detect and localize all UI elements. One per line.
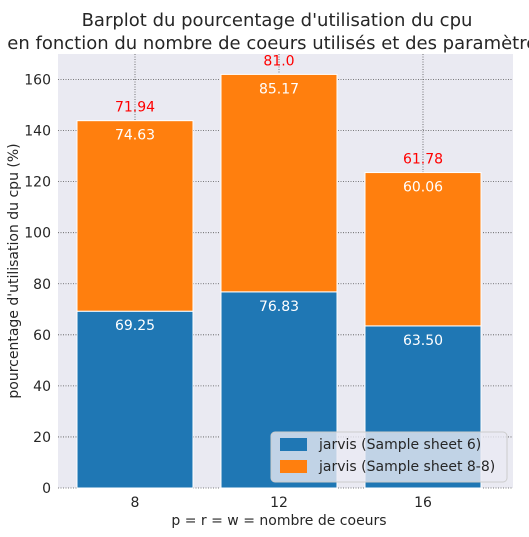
- bar-value-label-series-1-16: 63.50: [403, 333, 443, 349]
- chart-title-line-2: en fonction du nombre de coeurs utilisés…: [7, 33, 529, 54]
- x-tick-label-8: 8: [131, 495, 140, 511]
- bar-series-2-8: [76, 120, 194, 312]
- legend-box: [270, 431, 508, 483]
- y-tick-label-1: 20: [33, 430, 51, 446]
- legend-swatch-series-1: [280, 438, 307, 451]
- y-tick-label-5: 100: [24, 226, 51, 242]
- bar-series-2-12: [220, 73, 338, 293]
- top-annotation-8: 71.94: [115, 100, 155, 116]
- top-annotation-16: 61.78: [403, 152, 443, 168]
- bar-value-label-series-2-12: 85.17: [259, 81, 299, 97]
- x-tick-label-12: 12: [270, 495, 288, 511]
- y-tick-labels: 0 20 40 60 80 100 120 140 160: [24, 73, 51, 497]
- legend: jarvis (Sample sheet 6) jarvis (Sample s…: [270, 431, 508, 483]
- y-tick-label-3: 60: [33, 328, 51, 344]
- bar-labels-layer: 69.25 74.63 71.94 76.83 85.17 81.0 63.50 60.06 6…: [115, 53, 443, 348]
- x-axis-label: p = r = w = nombre de coeurs: [171, 513, 386, 529]
- bar-series-1-8: [76, 310, 194, 489]
- bar-value-label-series-1-8: 69.25: [115, 318, 155, 334]
- y-tick-label-0: 0: [42, 481, 51, 497]
- y-tick-label-2: 40: [33, 379, 51, 395]
- y-tick-label-4: 80: [33, 277, 51, 293]
- bar-series-2-16: [364, 172, 482, 327]
- legend-label-series-2: jarvis (Sample sheet 8-8): [318, 459, 495, 475]
- y-tick-label-8: 160: [24, 73, 51, 89]
- top-annotation-12: 81.0: [263, 53, 294, 69]
- y-tick-label-6: 120: [24, 175, 51, 191]
- legend-swatch-series-2: [280, 460, 307, 473]
- bar-value-label-series-2-8: 74.63: [115, 128, 155, 144]
- bar-value-label-series-1-12: 76.83: [259, 299, 299, 315]
- y-axis-label: pourcentage d'utilisation du cpu (%): [6, 143, 22, 398]
- bar-value-label-series-2-16: 60.06: [403, 180, 443, 196]
- y-tick-label-7: 140: [24, 124, 51, 140]
- x-tick-label-16: 16: [414, 495, 432, 511]
- x-tick-labels: 8 12 16: [131, 495, 432, 511]
- legend-label-series-1: jarvis (Sample sheet 6): [318, 437, 481, 453]
- chart-title-line-1: Barplot du pourcentage d'utilisation du …: [82, 10, 473, 31]
